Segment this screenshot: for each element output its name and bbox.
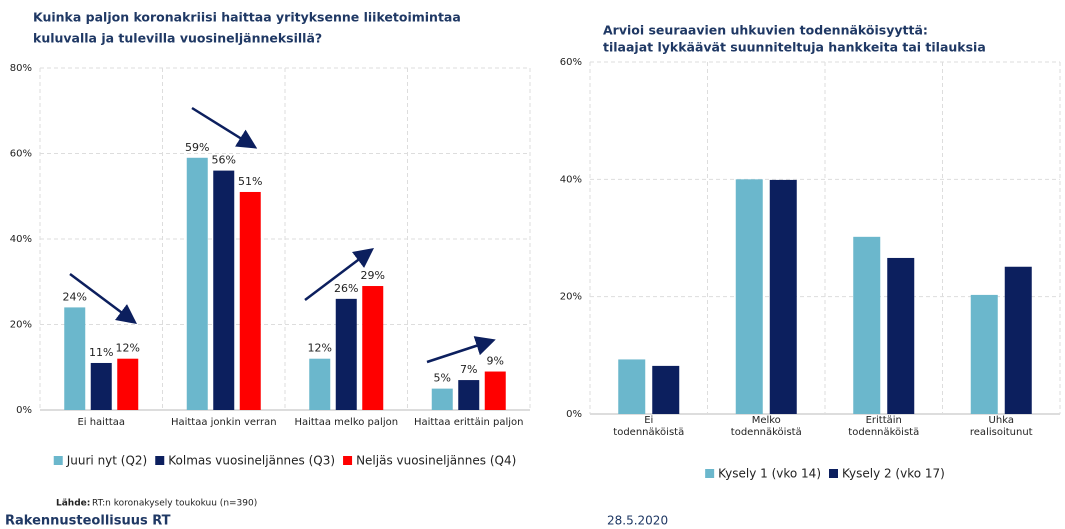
y-tick-label: 60%	[560, 57, 582, 68]
legend-label: Kolmas vuosineljännes (Q3)	[168, 454, 335, 468]
chart-title: Kuinka paljon koronakriisi haittaa yrity…	[33, 10, 461, 25]
data-label: 51%	[238, 175, 262, 188]
x-tick-label: Ei haittaa	[77, 417, 126, 428]
legend-swatch	[343, 456, 353, 465]
y-tick-label: 60%	[10, 149, 32, 160]
bar	[309, 358, 331, 410]
data-label: 12%	[116, 342, 140, 355]
x-tick-label: Erittäin todennäköistä	[848, 415, 920, 438]
bar	[186, 157, 208, 410]
chart-title: Arvioi seuraavien uhkuvien todennäköisyy…	[603, 23, 928, 38]
data-label: 11%	[89, 346, 113, 359]
bar	[362, 286, 384, 410]
bar	[239, 191, 261, 410]
bar	[853, 236, 881, 414]
x-tick-label: Melko todennäköistä	[730, 415, 802, 438]
y-tick-label: 20%	[560, 292, 582, 303]
y-tick-label: 80%	[10, 63, 32, 74]
legend-swatch	[829, 469, 838, 478]
bar	[90, 362, 112, 410]
bar	[618, 359, 646, 414]
data-label: 56%	[212, 154, 236, 167]
source-label: Lähde:	[56, 499, 90, 509]
data-label: 12%	[308, 342, 332, 355]
source: RT:n koronakysely toukokuu (n=390)	[92, 499, 257, 509]
bar	[769, 179, 797, 414]
data-label: 7%	[460, 363, 477, 376]
legend-swatch	[155, 456, 165, 465]
chart-title: tilaajat lykkäävät suunniteltuja hankkei…	[603, 40, 986, 55]
bar	[484, 371, 506, 410]
data-label: 59%	[185, 141, 209, 154]
x-tick-label: Haittaa jonkin verran	[170, 417, 277, 428]
y-tick-label: 20%	[10, 320, 32, 331]
legend-label: Kysely 2 (vko 17)	[842, 467, 945, 481]
y-tick-label: 0%	[566, 409, 582, 420]
data-label: 24%	[63, 290, 87, 303]
bar	[652, 365, 680, 414]
data-label: 9%	[487, 355, 504, 368]
data-label: 26%	[334, 282, 358, 295]
bar	[117, 358, 139, 410]
data-label: 29%	[361, 269, 385, 282]
x-tick-label: Ei todennäköistä	[613, 415, 685, 438]
bar	[64, 307, 86, 410]
organization: Rakennusteollisuus RT	[5, 514, 171, 529]
y-tick-label: 0%	[16, 405, 32, 416]
legend-label: Kysely 1 (vko 14)	[718, 467, 821, 481]
bar	[431, 388, 453, 410]
data-label: 5%	[434, 372, 451, 385]
x-tick-label: Haittaa melko paljon	[294, 417, 399, 428]
legend-swatch	[53, 456, 63, 465]
date: 28.5.2020	[607, 514, 668, 528]
bar	[458, 380, 480, 410]
bar	[1004, 266, 1032, 414]
x-tick-label: Haittaa erittäin paljon	[414, 417, 524, 428]
bar	[970, 294, 998, 414]
trend-arrows	[69, 106, 496, 364]
y-tick-label: 40%	[560, 174, 582, 185]
legend-label: Juuri nyt (Q2)	[66, 454, 148, 468]
legend-swatch	[705, 469, 715, 478]
x-tick-label: Uhka realisoitunut	[969, 415, 1033, 438]
y-tick-label: 40%	[10, 234, 32, 245]
legend-label: Neljäs vuosineljännes (Q4)	[356, 454, 516, 468]
bar	[335, 298, 357, 410]
chart-title: kuluvalla ja tulevilla vuosineljänneksil…	[33, 31, 322, 46]
bar	[735, 179, 763, 414]
bar	[213, 170, 235, 410]
bar	[887, 257, 915, 414]
